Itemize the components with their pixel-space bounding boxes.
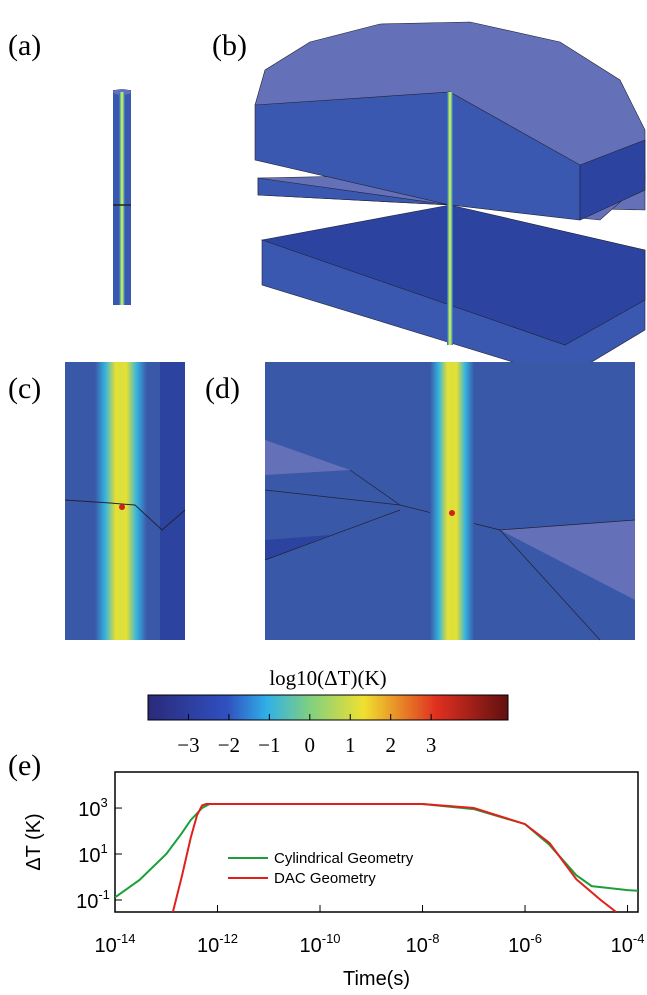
tick-base: 10 — [406, 935, 428, 957]
tick-base: 10 — [299, 935, 321, 957]
tick-base: 10 — [76, 891, 98, 913]
tick-exponent: -12 — [219, 931, 238, 946]
tick-label: 10-1 — [76, 887, 110, 913]
tick-label: 10-10 — [299, 931, 340, 957]
tick-exponent: -6 — [530, 931, 542, 946]
panel-label: (e) — [8, 749, 41, 782]
colorbar-tick-label: −3 — [177, 733, 199, 757]
panel-label: (d) — [205, 372, 240, 405]
panel-d-render — [264, 362, 636, 641]
tick-label: 10-12 — [197, 931, 238, 957]
tick-base: 10 — [508, 935, 530, 957]
y-axis-label: ΔT (K) — [23, 813, 45, 870]
colorbar-tick-label: 2 — [385, 733, 396, 757]
tick-base: 10 — [78, 845, 100, 867]
series-line — [171, 803, 617, 912]
panel-label: (a) — [8, 29, 41, 62]
tick-label: 103 — [78, 795, 107, 821]
tick-label: 10-6 — [508, 931, 542, 957]
tick-base: 10 — [611, 935, 633, 957]
colorbar-tick-label: 0 — [305, 733, 316, 757]
tick-exponent: 1 — [101, 841, 108, 856]
panel-label: (b) — [212, 29, 247, 62]
panel-b-render — [254, 21, 646, 379]
tick-base: 10 — [197, 935, 219, 957]
tick-label: 101 — [78, 841, 107, 867]
legend-label: DAC Geometry — [274, 870, 376, 887]
tick-base: 10 — [94, 935, 116, 957]
tick-exponent: -1 — [98, 887, 110, 902]
x-axis-label: Time(s) — [343, 968, 410, 990]
panel-c-render — [64, 362, 186, 640]
legend-label: Cylindrical Geometry — [274, 850, 414, 867]
colorbar-tick-label: −2 — [218, 733, 240, 757]
tick-exponent: 3 — [101, 795, 108, 810]
tick-label: 10-4 — [611, 931, 645, 957]
colorbar-tick-label: 3 — [426, 733, 437, 757]
colorbar-tick-label: −1 — [258, 733, 280, 757]
tick-label: 10-14 — [94, 931, 135, 957]
tick-label: 10-8 — [406, 931, 440, 957]
tick-exponent: -8 — [428, 931, 440, 946]
panel-label: (c) — [8, 372, 41, 405]
colorbar — [147, 694, 509, 721]
plot-frame — [114, 771, 639, 913]
panel-a-render — [113, 89, 131, 305]
tick-base: 10 — [78, 799, 100, 821]
tick-exponent: -14 — [117, 931, 136, 946]
colorbar-title: log10(ΔT)(K) — [269, 666, 386, 690]
tick-exponent: -10 — [322, 931, 341, 946]
tick-exponent: -4 — [633, 931, 645, 946]
colorbar-tick-label: 1 — [345, 733, 356, 757]
